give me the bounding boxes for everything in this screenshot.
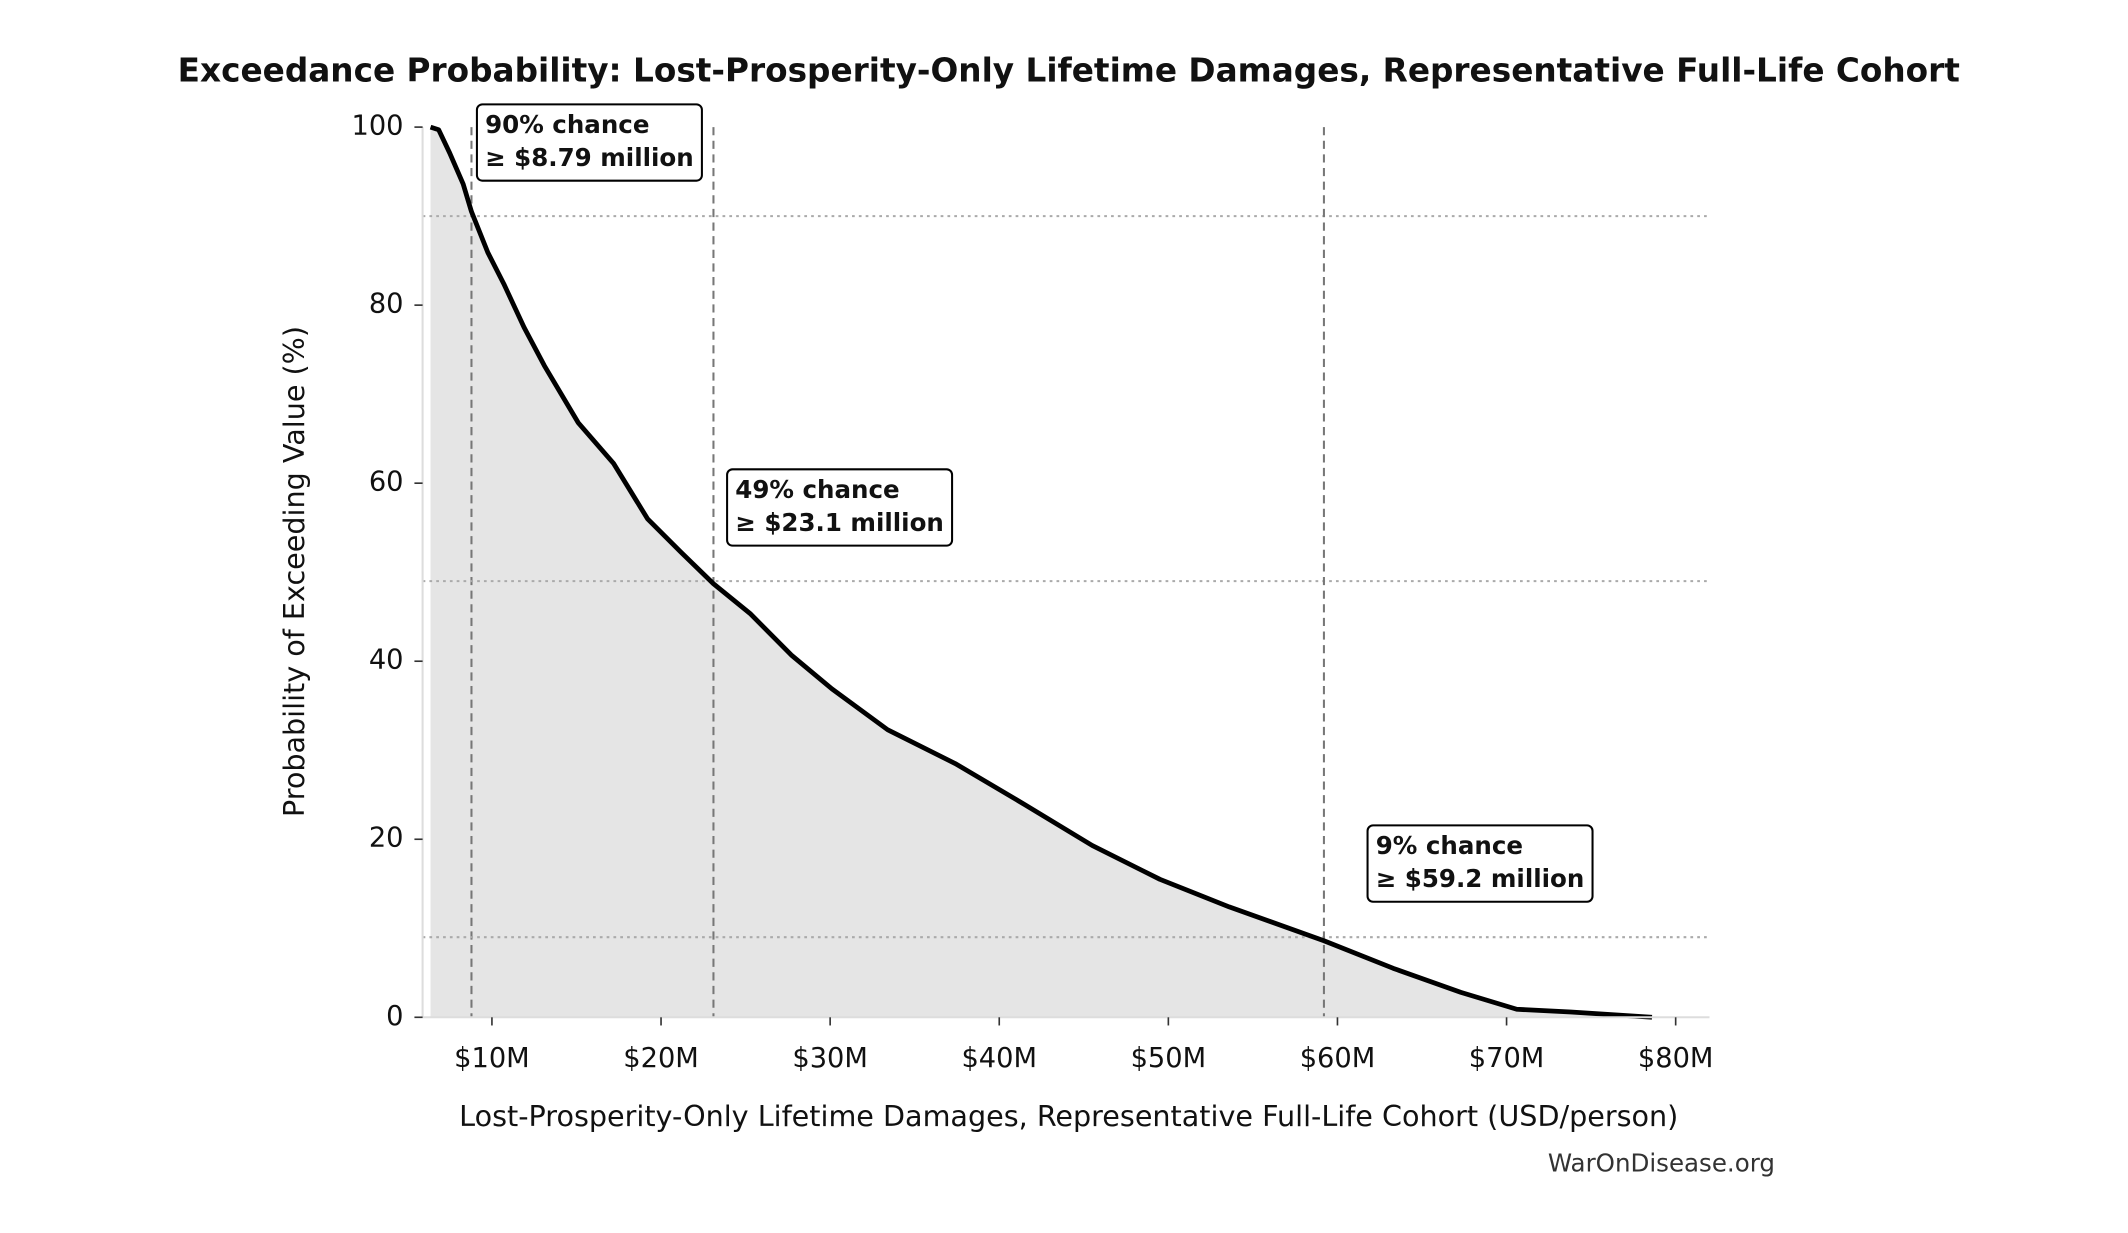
- x-tick-label: $40M: [961, 1043, 1037, 1074]
- x-tick-label: $80M: [1638, 1043, 1714, 1074]
- x-tick-label: $20M: [623, 1043, 699, 1074]
- annotation-box: [1366, 824, 1594, 903]
- annotation: 49% chance ≥ $23.1 million: [726, 468, 954, 547]
- annotation-text: ≥ $8.79 million: [485, 143, 694, 172]
- y-tick-label: 100: [352, 111, 404, 142]
- annotation-text: 49% chance: [735, 475, 899, 504]
- area: [430, 127, 1652, 1018]
- y-axis-label: Probability of Exceeding Value (%): [277, 326, 311, 817]
- x-tick-label: $70M: [1469, 1043, 1545, 1074]
- line: [429, 124, 1653, 1020]
- annotation-text: 9% chance: [1376, 831, 1523, 860]
- annotation-text: ≥ $59.2 million: [1376, 864, 1585, 893]
- source-note: WarOnDisease.org: [1548, 1149, 1775, 1178]
- annotation-box: [475, 103, 703, 182]
- annotation-box: [726, 468, 954, 547]
- y-tick-label: 80: [369, 289, 404, 320]
- x-axis-label: Lost-Prosperity-Only Lifetime Damages, R…: [459, 1099, 1678, 1133]
- y-tick-label: 40: [369, 645, 404, 676]
- x-tick-label: $10M: [454, 1043, 530, 1074]
- x-tick-label: $30M: [792, 1043, 868, 1074]
- y-tick-label: 0: [386, 1001, 403, 1032]
- annotation: 90% chance ≥ $8.79 million: [475, 103, 703, 182]
- y-tick-label: 60: [369, 467, 404, 498]
- annotation: 9% chance ≥ $59.2 million: [1366, 824, 1594, 903]
- x-tick-label: $60M: [1300, 1043, 1376, 1074]
- y-tick-label: 20: [369, 823, 404, 854]
- x-tick-label: $50M: [1131, 1043, 1207, 1074]
- chart-title: Exceedance Probability: Lost-Prosperity-…: [178, 52, 1960, 90]
- annotation-text: 90% chance: [485, 110, 649, 139]
- annotation-text: ≥ $23.1 million: [735, 508, 944, 537]
